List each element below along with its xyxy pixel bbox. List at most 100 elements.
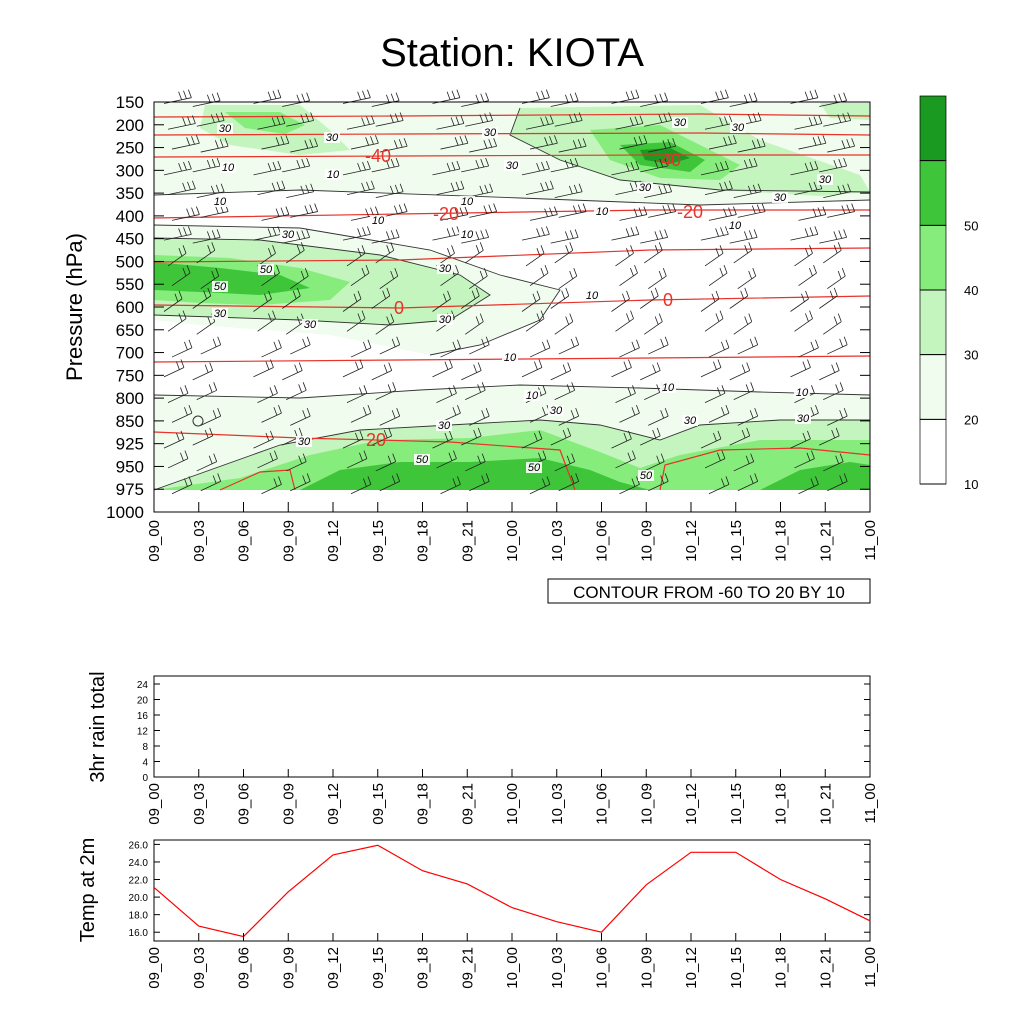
svg-text:10: 10 xyxy=(461,229,474,241)
humidity-contour-label: 30 xyxy=(217,123,233,135)
wind-barb xyxy=(200,407,222,426)
svg-text:10: 10 xyxy=(662,382,675,394)
svg-text:50: 50 xyxy=(528,462,541,474)
wind-barb xyxy=(432,290,451,312)
humidity-contour-label: 10 xyxy=(220,162,236,174)
svg-text:30: 30 xyxy=(797,413,810,425)
time-tick-label: 10_09 xyxy=(638,520,655,562)
wind-barb xyxy=(708,135,737,150)
temperature-contour-label: -40 xyxy=(365,146,391,166)
wind-barb xyxy=(521,89,550,104)
wind-barb xyxy=(432,430,453,449)
wind-barb xyxy=(827,203,856,218)
colorbar-swatch xyxy=(919,354,947,420)
wind-barb xyxy=(798,476,819,495)
pressure-tick-label: 975 xyxy=(116,480,144,499)
wind-barb xyxy=(525,180,554,196)
svg-text:30: 30 xyxy=(219,123,232,135)
wind-barb xyxy=(461,287,480,309)
rain-y-tick-label: 24 xyxy=(137,680,149,691)
svg-text:50: 50 xyxy=(214,281,227,293)
wind-barb xyxy=(379,336,401,355)
wind-barb xyxy=(521,290,541,312)
rain-axis-label: 3hr rain total xyxy=(87,671,109,782)
wind-barb xyxy=(286,183,315,199)
svg-text:10: 10 xyxy=(526,390,539,402)
wind-barb xyxy=(342,160,371,176)
wind-barb xyxy=(163,160,192,176)
wind-barb xyxy=(823,242,842,264)
wind-barb xyxy=(253,89,282,104)
wind-barb xyxy=(171,339,193,358)
time-tick-label: 09_18 xyxy=(415,783,432,825)
temp-y-tick-label: 22.0 xyxy=(129,876,149,887)
wind-barb xyxy=(819,157,848,173)
wind-barb xyxy=(257,180,286,196)
time-tick-label: 09_00 xyxy=(146,947,163,989)
humidity-contour-label: 30 xyxy=(637,182,653,194)
svg-text:30: 30 xyxy=(326,132,339,144)
wind-barb xyxy=(286,112,315,127)
wind-barb xyxy=(550,287,570,309)
wind-barb xyxy=(196,453,218,472)
wind-barb xyxy=(257,245,276,267)
time-tick-label: 10_03 xyxy=(549,947,566,989)
wind-barb xyxy=(286,382,307,400)
wind-barb xyxy=(619,206,648,221)
rh-band-50-low xyxy=(300,458,650,490)
wind-barb xyxy=(440,135,469,150)
temperature-contour-lines xyxy=(153,113,871,491)
wind-barb xyxy=(163,359,185,378)
pressure-tick-label: 150 xyxy=(116,93,144,112)
wind-barb xyxy=(708,264,728,287)
wind-barb xyxy=(261,404,282,423)
wind-barb xyxy=(819,362,840,381)
time-tick-label: 10_09 xyxy=(638,783,655,825)
wind-barb xyxy=(436,180,465,196)
time-tick-label: 10_06 xyxy=(594,520,611,562)
wind-barb xyxy=(611,290,630,312)
wind-barb xyxy=(342,226,371,241)
wind-barb xyxy=(290,336,311,355)
wind-barb xyxy=(550,427,572,446)
pressure-tick-label: 700 xyxy=(116,344,144,363)
wind-barb xyxy=(737,336,759,355)
humidity-contour-label: 10 xyxy=(727,220,743,232)
wind-barb xyxy=(640,427,661,446)
humidity-contour-label: 30 xyxy=(437,263,453,275)
wind-barb xyxy=(648,473,669,492)
humidity-contour-label: 10 xyxy=(524,390,540,402)
rain-y-tick-label: 20 xyxy=(137,696,149,707)
pressure-tick-label: 200 xyxy=(116,116,144,135)
wind-barb xyxy=(469,203,498,218)
wind-barb xyxy=(640,157,669,173)
contour-line xyxy=(153,224,561,356)
cross-section-panel: 30 30 30 30 30 10 10 30 30 30 30 10 10 10 10 10 10 30 30 50… xyxy=(62,89,879,604)
temp-axis-label: Temp at 2m xyxy=(77,838,99,942)
rain-y-tick-label: 4 xyxy=(142,758,148,769)
svg-text:30: 30 xyxy=(439,314,452,326)
time-tick-label: 11_00 xyxy=(862,947,879,988)
wind-barb xyxy=(163,226,192,241)
time-tick-label: 10_03 xyxy=(549,783,566,825)
humidity-contour-label: 30 xyxy=(482,127,498,139)
time-tick-label: 09_06 xyxy=(236,947,253,989)
time-tick-label: 10_15 xyxy=(728,947,745,989)
time-tick-label: 10_18 xyxy=(773,783,790,825)
wind-barb xyxy=(171,476,193,495)
time-tick-label: 09_09 xyxy=(280,947,297,989)
wind-barb xyxy=(798,339,819,358)
svg-text:50: 50 xyxy=(416,454,429,466)
time-tick-label: 10_00 xyxy=(504,947,521,989)
wind-barb xyxy=(704,115,733,130)
colorbar-swatch xyxy=(919,418,947,485)
wind-barb xyxy=(290,473,311,492)
wind-barb xyxy=(163,430,185,449)
wind-barb xyxy=(257,385,278,403)
wind-barb xyxy=(611,226,640,241)
humidity-contour-label: 30 xyxy=(436,420,452,432)
humidity-contour-label: 10 xyxy=(370,215,386,227)
wind-barb xyxy=(436,115,465,130)
wind-barb xyxy=(644,453,665,472)
wind-barb xyxy=(432,359,453,378)
